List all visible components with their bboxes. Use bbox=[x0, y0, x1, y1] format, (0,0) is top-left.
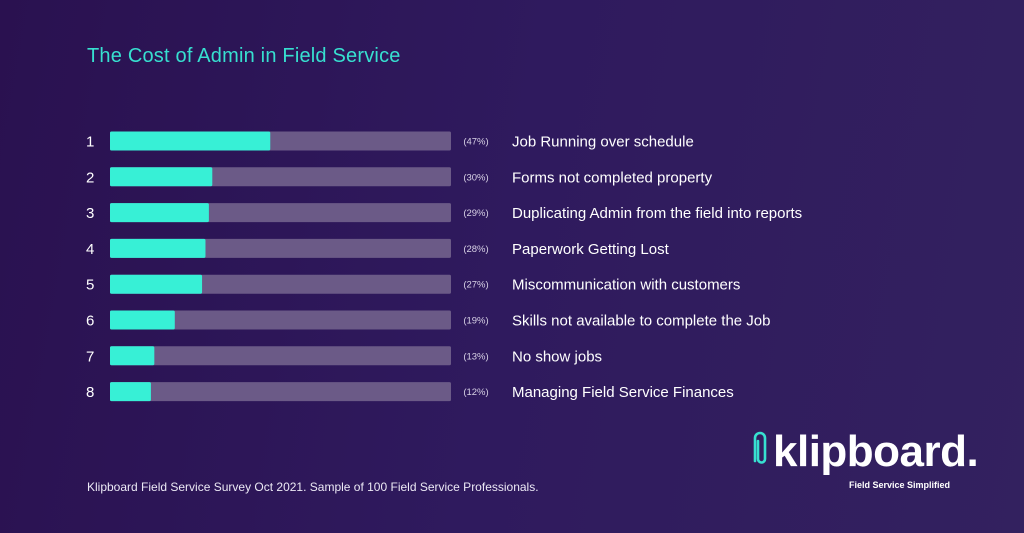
rank-label: 1 bbox=[86, 134, 94, 151]
rank-label: 3 bbox=[86, 205, 94, 222]
rank-label: 2 bbox=[86, 169, 94, 186]
source-note: Klipboard Field Service Survey Oct 2021.… bbox=[87, 480, 539, 494]
bar-track bbox=[110, 310, 451, 330]
value-label: (28%) bbox=[463, 244, 488, 255]
bar-track bbox=[110, 346, 451, 366]
bar bbox=[110, 238, 206, 258]
bar bbox=[110, 310, 175, 330]
rank-label: 8 bbox=[86, 384, 94, 401]
paperclip-icon bbox=[753, 431, 767, 464]
category-label: Skills not available to complete the Job bbox=[512, 313, 770, 330]
bar bbox=[110, 203, 209, 223]
bar bbox=[110, 346, 155, 366]
bar bbox=[110, 274, 203, 294]
category-label: Miscommunication with customers bbox=[512, 277, 740, 294]
category-label: Paperwork Getting Lost bbox=[512, 241, 670, 258]
category-label: Duplicating Admin from the field into re… bbox=[512, 205, 802, 222]
logo-wordmark: klipboard. bbox=[773, 427, 979, 476]
value-label: (30%) bbox=[463, 172, 488, 183]
logo-tagline: Field Service Simplified bbox=[849, 480, 951, 490]
klipboard-logo: klipboard. Field Service Simplified bbox=[745, 425, 979, 495]
category-label: Job Running over schedule bbox=[512, 134, 694, 151]
bar-track bbox=[110, 382, 451, 402]
value-label: (47%) bbox=[463, 137, 488, 148]
category-label: Forms not completed property bbox=[512, 169, 713, 186]
category-label: No show jobs bbox=[512, 348, 602, 365]
rank-label: 5 bbox=[86, 277, 94, 294]
value-label: (29%) bbox=[463, 208, 488, 219]
category-label: Managing Field Service Finances bbox=[512, 384, 734, 401]
bar bbox=[110, 167, 213, 187]
rank-label: 6 bbox=[86, 313, 94, 330]
value-label: (12%) bbox=[463, 387, 488, 398]
chart-title: The Cost of Admin in Field Service bbox=[87, 45, 401, 67]
rank-label: 4 bbox=[86, 241, 94, 258]
bar bbox=[110, 131, 271, 151]
rank-label: 7 bbox=[86, 348, 94, 365]
value-label: (19%) bbox=[463, 316, 488, 327]
bar bbox=[110, 382, 151, 402]
value-label: (27%) bbox=[463, 280, 488, 291]
value-label: (13%) bbox=[463, 351, 488, 362]
